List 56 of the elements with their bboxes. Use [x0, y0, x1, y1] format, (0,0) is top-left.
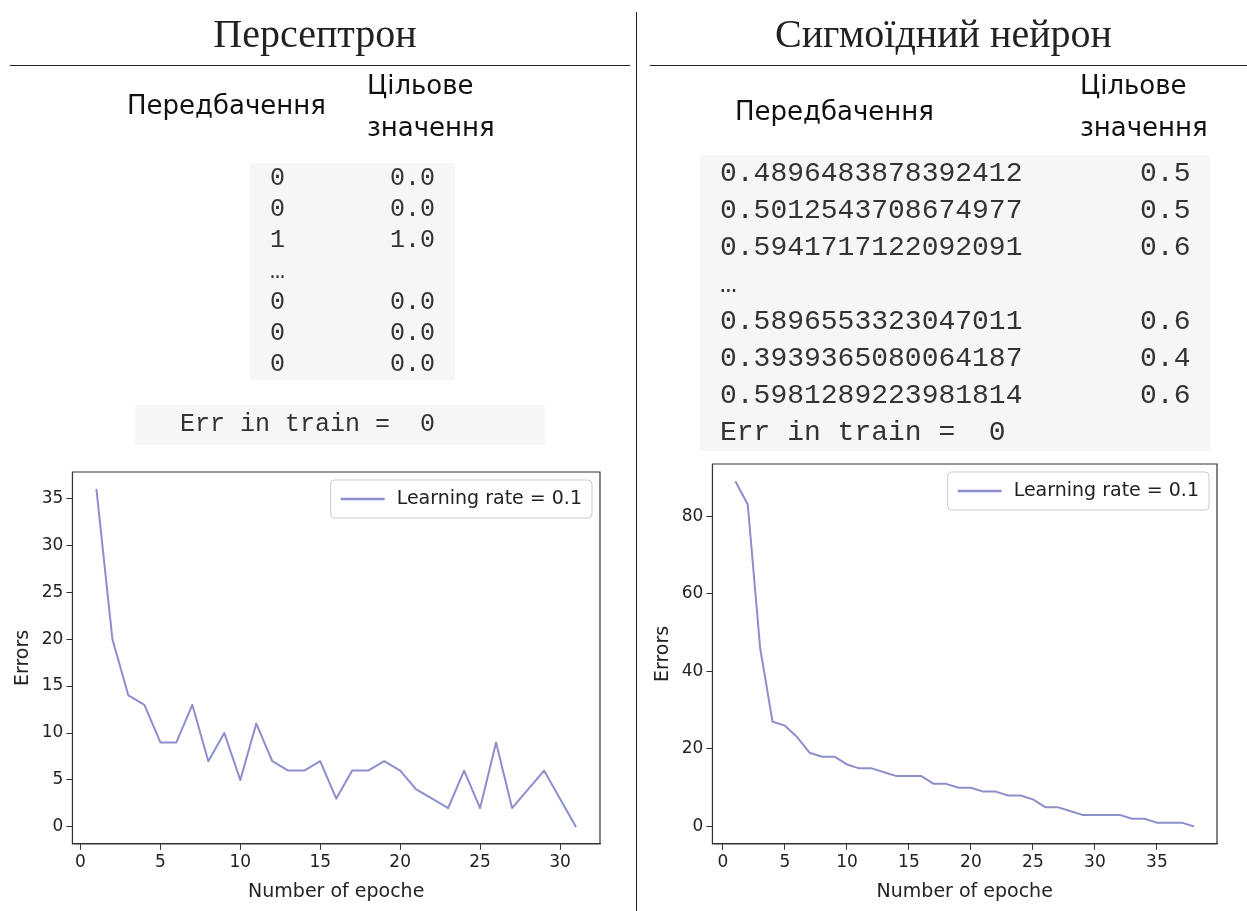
text: Цільове значення	[1080, 69, 1209, 144]
x-tick-label: 5	[779, 851, 791, 872]
y-tick-label: 0	[52, 815, 64, 836]
text: 0 0.0	[270, 350, 436, 379]
x-tick-label: 30	[1084, 851, 1106, 872]
text: Передбачення	[735, 95, 934, 128]
legend-label: Learning rate = 0.1	[1013, 477, 1200, 500]
x-tick-label: 20	[389, 851, 411, 872]
y-tick-label: 25	[41, 580, 64, 601]
x-tick-label: 15	[898, 851, 920, 872]
x-tick-label: 10	[229, 851, 252, 872]
text: 1 1.0	[270, 226, 436, 255]
text: 0.4896483878392412 0.5	[720, 158, 1191, 189]
text: Персептрон	[212, 10, 418, 57]
x-tick-label: 5	[154, 851, 166, 872]
x-tick-label: 25	[469, 851, 491, 872]
x-tick-label: 10	[836, 851, 858, 872]
y-tick-label: 5	[52, 768, 64, 789]
text: 0.5941717122092091 0.6	[720, 232, 1191, 263]
text: Цільове значення	[367, 69, 496, 144]
text: 0 0.0	[270, 319, 436, 348]
text: 0.3939365080064187 0.4	[720, 343, 1191, 374]
text: 0.5981289223981814 0.6	[720, 380, 1191, 411]
y-tick-label: 80	[681, 504, 704, 525]
y-tick-label: 20	[41, 627, 64, 648]
text: 0.5896553323047011 0.6	[720, 306, 1191, 337]
y-tick-label: 0	[692, 814, 704, 835]
text: …	[270, 257, 286, 286]
x-axis-title: Number of epoche	[876, 878, 1053, 901]
x-tick-label: 30	[549, 851, 571, 872]
y-tick-label: 10	[41, 721, 64, 742]
x-tick-label: 35	[1146, 851, 1168, 872]
x-tick-label: 15	[309, 851, 332, 872]
y-axis-title: Errors	[10, 629, 33, 687]
y-tick-label: 15	[41, 674, 64, 695]
x-tick-label: 0	[717, 851, 729, 872]
text: 0 0.0	[270, 195, 436, 224]
y-axis-title: Errors	[650, 625, 673, 683]
text: Err in train = 0	[135, 405, 546, 445]
text: Передбачення	[127, 89, 326, 122]
text: 0 0.0	[270, 164, 436, 193]
y-tick-label: 40	[681, 659, 704, 680]
text: 0 0.0	[270, 288, 436, 317]
y-tick-label: 60	[681, 582, 704, 603]
x-tick-label: 20	[960, 851, 982, 872]
y-tick-label: 20	[681, 737, 704, 758]
legend-label: Learning rate = 0.1	[396, 485, 583, 508]
text: 0.5012543708674977 0.5	[720, 195, 1191, 226]
x-tick-label: 25	[1022, 851, 1044, 872]
text: …	[720, 269, 737, 300]
text: Err in train = 0	[720, 417, 1006, 448]
y-tick-label: 35	[41, 486, 64, 507]
y-tick-label: 30	[41, 533, 64, 554]
x-axis-title: Number of epoche	[248, 878, 425, 901]
x-tick-label: 0	[75, 851, 86, 872]
text: Сигмоїдний нейрон	[774, 10, 1113, 57]
